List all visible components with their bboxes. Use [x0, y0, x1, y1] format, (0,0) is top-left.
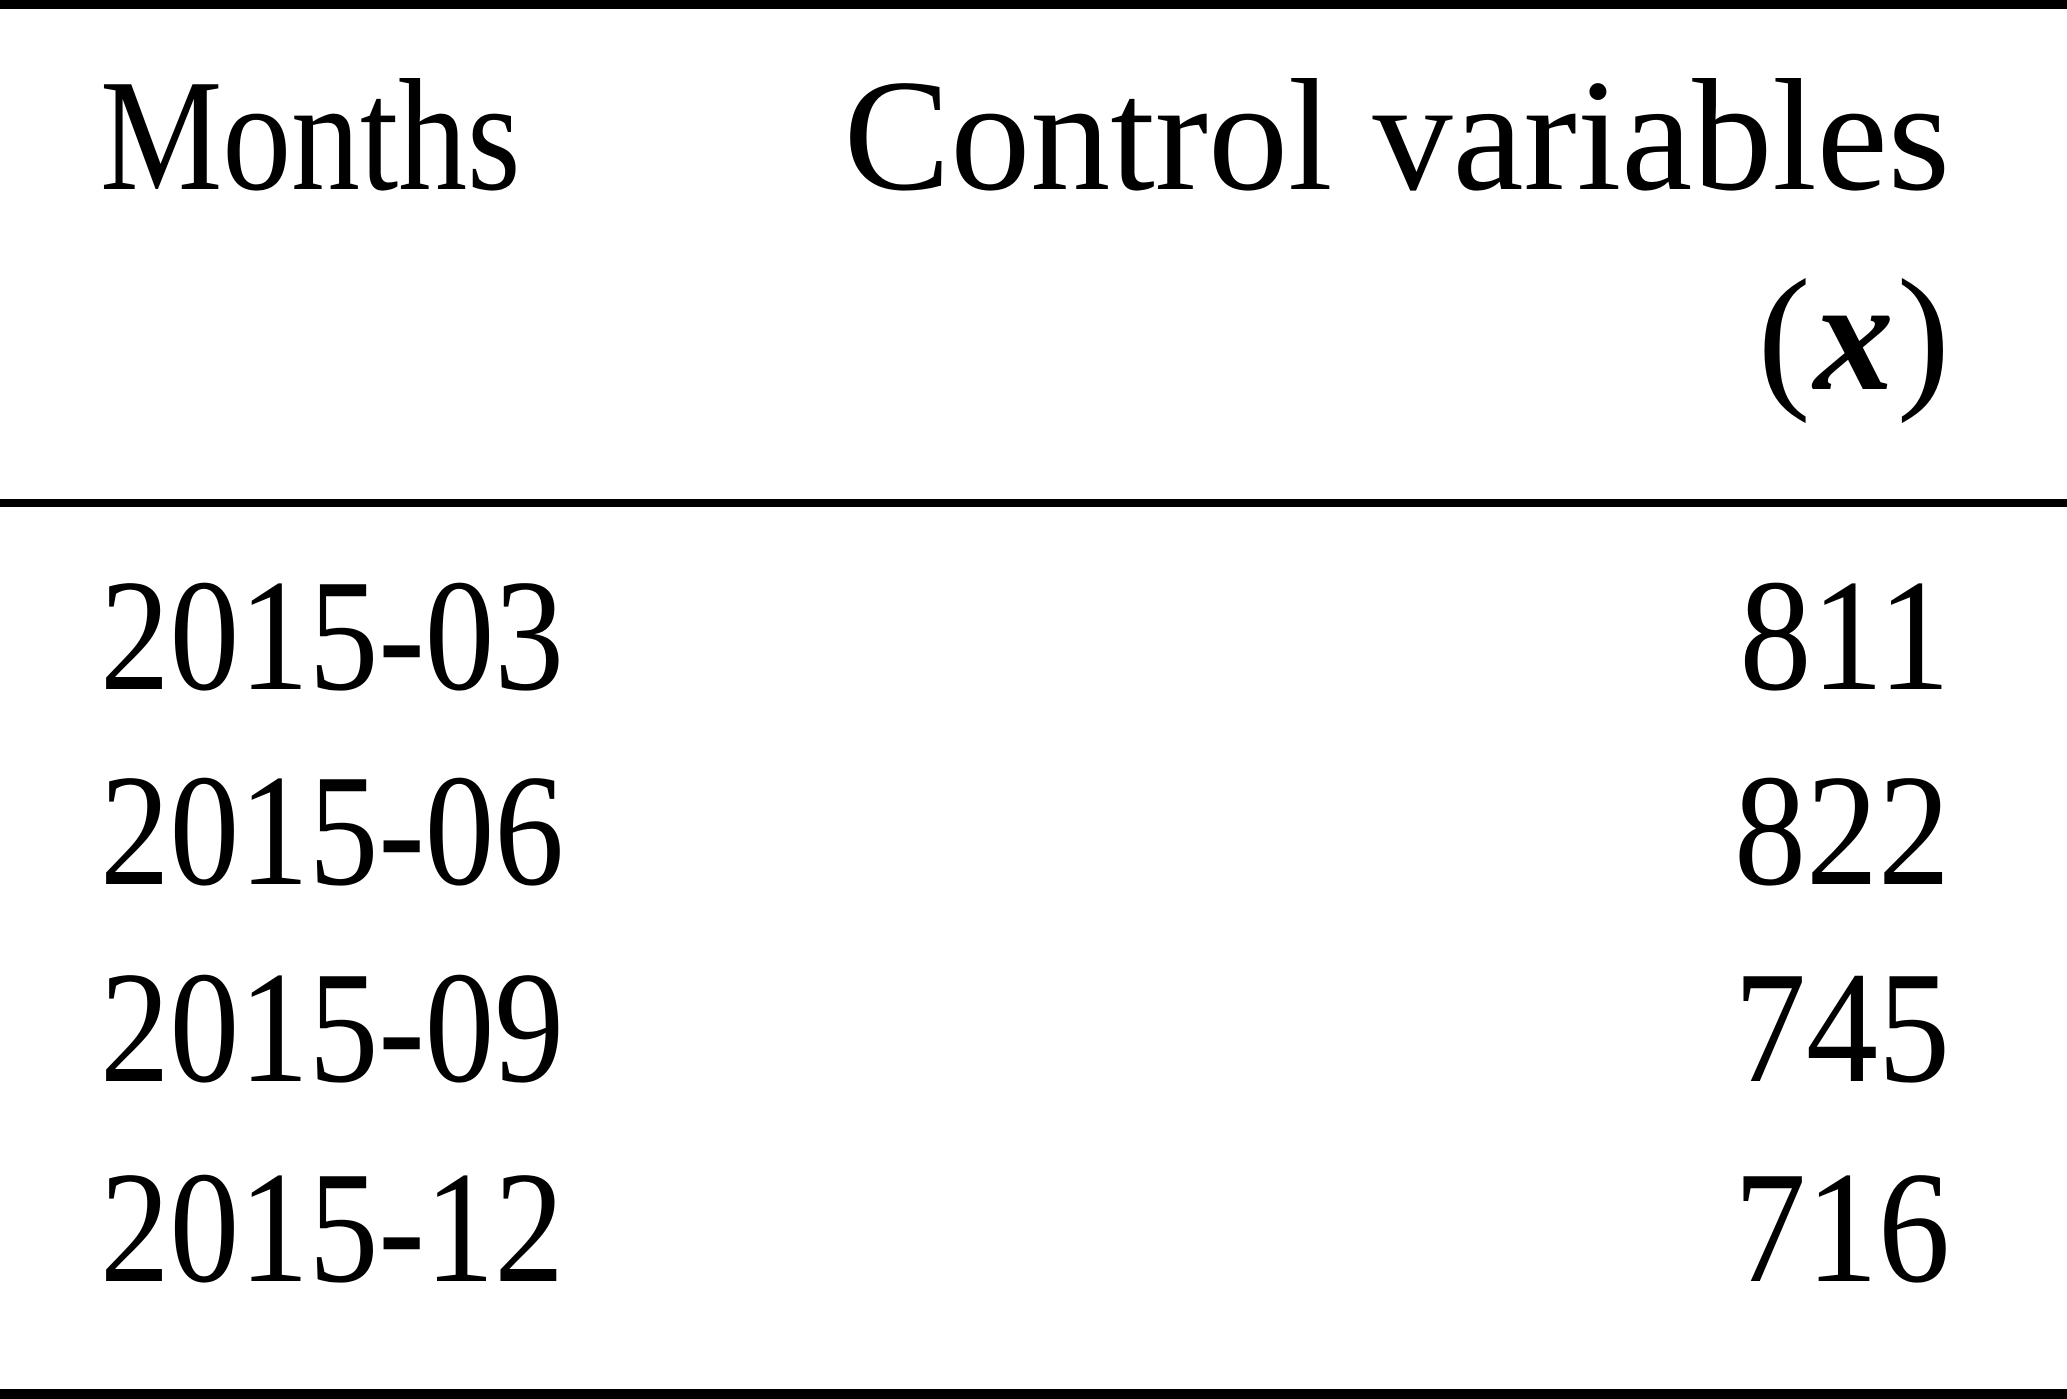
close-paren: ): [1896, 246, 1950, 424]
table-row-value: 811: [1739, 546, 1950, 724]
table-row-value: 716: [1734, 1138, 1950, 1316]
table-row-month: 2015-09: [100, 938, 564, 1116]
table-bottom-rule: [0, 1389, 2067, 1399]
column-header-control-variables: Control variables: [843, 46, 1950, 224]
table-row-month: 2015-12: [100, 1138, 564, 1316]
column-header-months: Months: [100, 46, 521, 224]
column-header-control-symbol: (x): [1757, 255, 1950, 415]
table-row-value: 822: [1734, 741, 1950, 919]
table-row-month: 2015-06: [100, 741, 564, 919]
table-row-month: 2015-03: [100, 546, 564, 724]
table-top-rule: [0, 0, 2067, 9]
x-symbol: x: [1813, 246, 1894, 424]
table-row-value: 745: [1734, 938, 1950, 1116]
table-header-rule: [0, 499, 2067, 507]
open-paren: (: [1757, 246, 1811, 424]
